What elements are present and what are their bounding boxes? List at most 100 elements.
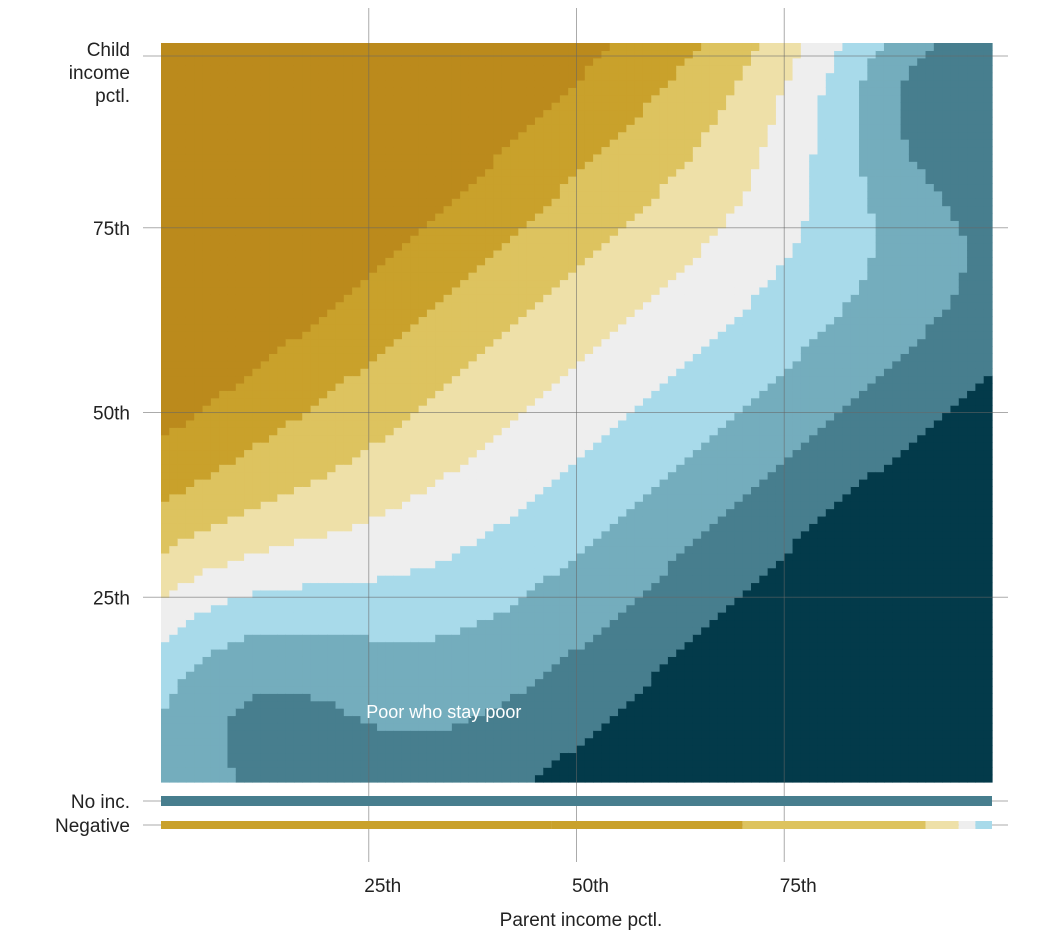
heatmap-cell xyxy=(319,353,328,361)
heatmap-cell xyxy=(286,494,295,502)
heatmap-cell xyxy=(252,501,261,509)
heatmap-cell xyxy=(402,671,411,679)
heatmap-cell xyxy=(485,243,494,251)
heatmap-cell xyxy=(294,427,303,435)
heatmap-cell xyxy=(427,509,436,517)
heatmap-cell xyxy=(560,80,569,88)
heatmap-cell xyxy=(427,73,436,81)
heatmap-cell xyxy=(161,95,170,103)
heatmap-cell xyxy=(169,413,178,421)
heatmap-cell xyxy=(477,339,486,347)
heatmap-cell xyxy=(460,309,469,317)
heatmap-cell xyxy=(169,309,178,317)
heatmap-cell xyxy=(294,353,303,361)
heatmap-cell xyxy=(336,457,345,465)
heatmap-cell xyxy=(219,198,228,206)
heatmap-cell xyxy=(211,117,220,125)
heatmap-cell xyxy=(244,612,253,620)
heatmap-cell xyxy=(219,65,228,73)
heatmap-cell xyxy=(336,701,345,709)
heatmap-cell xyxy=(344,102,353,110)
heatmap-cell xyxy=(369,87,378,95)
heatmap-cell xyxy=(269,649,278,657)
heatmap-cell xyxy=(277,405,286,413)
heatmap-cell xyxy=(219,294,228,302)
heatmap-cell xyxy=(227,752,236,760)
heatmap-cell xyxy=(568,723,577,731)
heatmap-cell xyxy=(277,420,286,428)
heatmap-cell xyxy=(352,65,361,73)
heatmap-cell xyxy=(502,693,511,701)
heatmap-cell xyxy=(452,161,461,169)
heatmap-cell xyxy=(543,220,552,228)
heatmap-cell xyxy=(460,294,469,302)
heatmap-cell xyxy=(552,376,561,384)
heatmap-cell xyxy=(527,590,536,598)
heatmap-cell xyxy=(344,767,353,775)
heatmap-cell xyxy=(319,361,328,369)
heatmap-cell xyxy=(319,257,328,265)
heatmap-cell xyxy=(252,58,261,66)
heatmap-cell xyxy=(402,509,411,517)
heatmap-cell xyxy=(377,250,386,258)
heatmap-cell xyxy=(302,198,311,206)
heatmap-cell xyxy=(178,509,187,517)
heatmap-cell xyxy=(477,494,486,502)
heatmap-cell xyxy=(360,730,369,738)
heatmap-cell xyxy=(452,146,461,154)
heatmap-cell xyxy=(535,161,544,169)
heatmap-cell xyxy=(493,368,502,376)
heatmap-cell xyxy=(444,619,453,627)
heatmap-cell xyxy=(435,316,444,324)
heatmap-cell xyxy=(319,457,328,465)
heatmap-cell xyxy=(302,183,311,191)
heatmap-cell xyxy=(460,169,469,177)
heatmap-cell xyxy=(203,752,212,760)
heatmap-cell xyxy=(252,686,261,694)
heatmap-cell xyxy=(227,501,236,509)
heatmap-cell xyxy=(269,73,278,81)
heatmap-cell xyxy=(452,582,461,590)
heatmap-cell xyxy=(236,531,245,539)
heatmap-cell xyxy=(302,708,311,716)
heatmap-cell xyxy=(493,124,502,132)
heatmap-cell xyxy=(286,302,295,310)
heatmap-cell xyxy=(219,634,228,642)
heatmap-cell xyxy=(419,472,428,480)
heatmap-cell xyxy=(477,324,486,332)
heatmap-cell xyxy=(518,302,527,310)
heatmap-cell xyxy=(178,398,187,406)
heatmap-cell xyxy=(369,302,378,310)
heatmap-cell xyxy=(410,324,419,332)
heatmap-cell xyxy=(502,294,511,302)
heatmap-cell xyxy=(369,560,378,568)
heatmap-cell xyxy=(394,656,403,664)
heatmap-cell xyxy=(427,132,436,140)
heatmap-cell xyxy=(344,43,353,51)
heatmap-cell xyxy=(385,169,394,177)
heatmap-cell xyxy=(336,183,345,191)
heatmap-cell xyxy=(344,752,353,760)
heatmap-cell xyxy=(227,738,236,746)
heatmap-cell xyxy=(427,376,436,384)
heatmap-cell xyxy=(369,243,378,251)
heatmap-cell xyxy=(252,361,261,369)
heatmap-cell xyxy=(319,708,328,716)
heatmap-cell xyxy=(336,302,345,310)
heatmap-cell xyxy=(560,183,569,191)
heatmap-cell xyxy=(510,102,519,110)
heatmap-cell xyxy=(311,87,320,95)
heatmap-cell xyxy=(385,679,394,687)
heatmap-cell xyxy=(552,523,561,531)
heatmap-cell xyxy=(452,723,461,731)
heatmap-cell xyxy=(227,139,236,147)
heatmap-cell xyxy=(269,265,278,273)
heatmap-cell xyxy=(227,538,236,546)
heatmap-cell xyxy=(252,752,261,760)
heatmap-cell xyxy=(560,368,569,376)
heatmap-cell xyxy=(219,767,228,775)
heatmap-cell xyxy=(518,124,527,132)
heatmap-cell xyxy=(535,339,544,347)
heatmap-cell xyxy=(227,686,236,694)
heatmap-cell xyxy=(294,619,303,627)
